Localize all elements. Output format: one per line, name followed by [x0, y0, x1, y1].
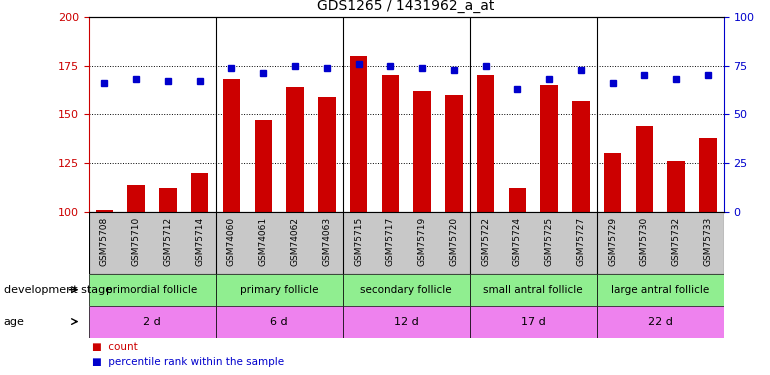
Text: age: age: [4, 316, 25, 327]
Text: large antral follicle: large antral follicle: [611, 285, 709, 295]
Text: GSM75730: GSM75730: [640, 217, 649, 266]
Bar: [445, 95, 463, 212]
Text: GSM75729: GSM75729: [608, 217, 617, 266]
Text: GSM74063: GSM74063: [323, 217, 331, 266]
Bar: [95, 210, 113, 212]
Text: GSM75715: GSM75715: [354, 217, 363, 266]
Bar: [286, 87, 303, 212]
Text: 17 d: 17 d: [521, 316, 546, 327]
Text: small antral follicle: small antral follicle: [484, 285, 583, 295]
Text: GSM75714: GSM75714: [196, 217, 204, 266]
Bar: [382, 75, 399, 212]
Bar: [477, 75, 494, 212]
Text: GSM75708: GSM75708: [100, 217, 109, 266]
Bar: [216, 274, 343, 306]
Bar: [668, 161, 685, 212]
Text: GSM75727: GSM75727: [577, 217, 585, 266]
Bar: [699, 138, 717, 212]
Bar: [343, 306, 470, 338]
Bar: [597, 306, 724, 338]
Bar: [223, 79, 240, 212]
Bar: [470, 274, 597, 306]
Bar: [470, 306, 597, 338]
Bar: [159, 189, 176, 212]
Text: GSM75732: GSM75732: [671, 217, 681, 266]
Text: GSM75722: GSM75722: [481, 217, 490, 266]
Text: ■  percentile rank within the sample: ■ percentile rank within the sample: [92, 357, 285, 367]
Bar: [343, 274, 470, 306]
Text: GSM74061: GSM74061: [259, 217, 268, 266]
Text: GSM75719: GSM75719: [417, 217, 427, 266]
Bar: [541, 85, 557, 212]
Text: secondary follicle: secondary follicle: [360, 285, 452, 295]
Text: GSM75724: GSM75724: [513, 217, 522, 266]
Bar: [597, 274, 724, 306]
Text: GSM75720: GSM75720: [450, 217, 458, 266]
Text: GSM75733: GSM75733: [704, 217, 712, 266]
Text: 22 d: 22 d: [648, 316, 673, 327]
Text: primordial follicle: primordial follicle: [106, 285, 198, 295]
Text: GSM74062: GSM74062: [290, 217, 300, 266]
Text: GSM75710: GSM75710: [132, 217, 141, 266]
Bar: [318, 97, 336, 212]
Text: 12 d: 12 d: [393, 316, 419, 327]
Bar: [350, 56, 367, 212]
Bar: [255, 120, 272, 212]
Text: 6 d: 6 d: [270, 316, 288, 327]
Bar: [89, 274, 216, 306]
Bar: [636, 126, 653, 212]
Title: GDS1265 / 1431962_a_at: GDS1265 / 1431962_a_at: [317, 0, 495, 13]
Text: GSM74060: GSM74060: [227, 217, 236, 266]
Bar: [572, 101, 590, 212]
Text: GSM75725: GSM75725: [544, 217, 554, 266]
Text: primary follicle: primary follicle: [240, 285, 318, 295]
Text: ■  count: ■ count: [92, 342, 138, 352]
Bar: [413, 91, 430, 212]
Bar: [89, 306, 216, 338]
Bar: [128, 184, 145, 212]
Bar: [216, 306, 343, 338]
Text: development stage: development stage: [4, 285, 112, 295]
Bar: [191, 173, 209, 212]
Text: GSM75712: GSM75712: [163, 217, 172, 266]
Bar: [604, 153, 621, 212]
Text: GSM75717: GSM75717: [386, 217, 395, 266]
Text: 2 d: 2 d: [143, 316, 161, 327]
Bar: [509, 189, 526, 212]
